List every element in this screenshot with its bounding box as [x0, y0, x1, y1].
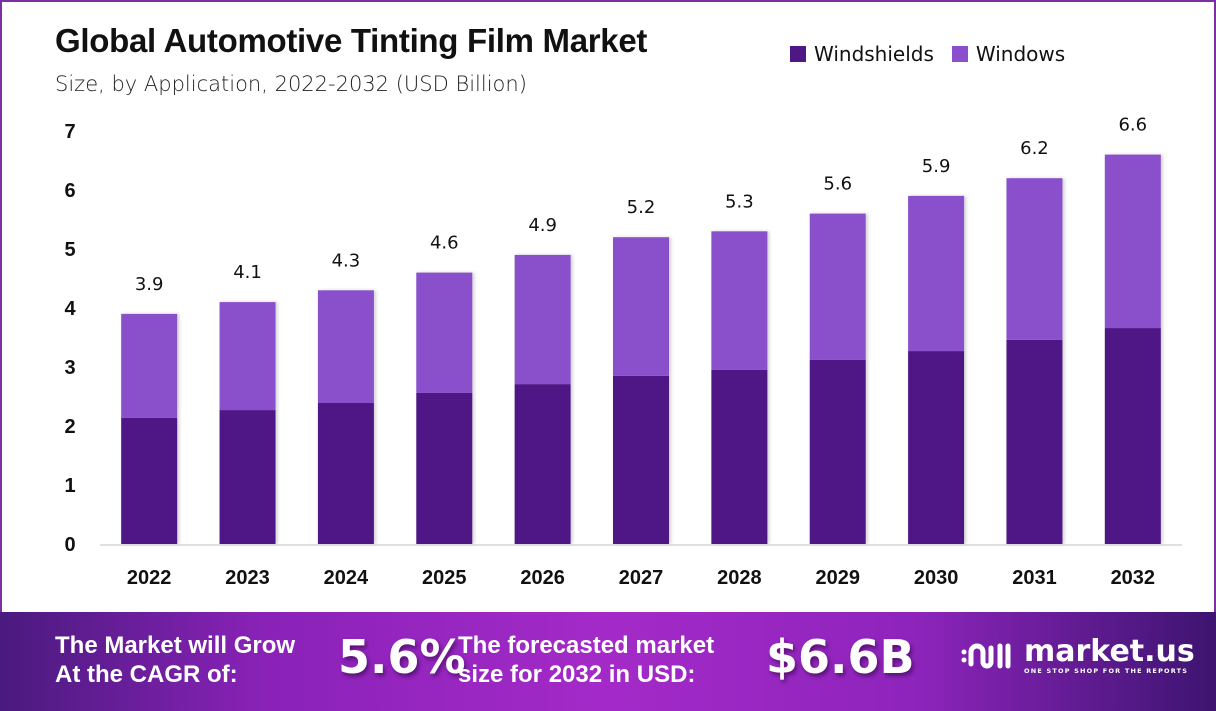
- bar-stack-2028: [711, 231, 768, 544]
- x-axis: 2022 2023 2024 2025 2026 2027 2028 2029 2030 2031…: [127, 567, 1155, 589]
- bar-windshields-2024: [317, 402, 374, 544]
- bar-stack-2025: [416, 272, 473, 544]
- bar-windows-2027: [613, 237, 669, 376]
- bar-stack-2030: [908, 195, 965, 544]
- y-tick-label: 0: [64, 534, 75, 556]
- bar-windshields-2026: [514, 384, 571, 544]
- x-tick-label-2030: 2030: [914, 567, 959, 589]
- y-tick-label: 7: [64, 121, 75, 143]
- bar-windshields-2029: [809, 359, 866, 544]
- bar-windows-2025: [416, 272, 473, 393]
- chart-title: Global Automotive Tinting Film Market: [55, 22, 648, 59]
- x-tick-label-2024: 2024: [324, 567, 369, 589]
- total-label-2022: 3.9: [135, 274, 164, 295]
- bar-stack-2026: [514, 254, 571, 544]
- footer-banner: The Market will Grow At the CAGR of: 5.6…: [0, 612, 1216, 711]
- total-label-2030: 5.9: [922, 156, 951, 177]
- bar-windshields-2022: [121, 417, 178, 544]
- total-label-2028: 5.3: [725, 191, 754, 212]
- brand-name: market.us: [1024, 634, 1195, 669]
- brand-tagline: ONE STOP SHOP FOR THE REPORTS: [1024, 667, 1189, 675]
- total-label-2029: 5.6: [823, 174, 852, 195]
- bar-windows-2026: [514, 254, 571, 385]
- x-tick-label-2023: 2023: [225, 567, 270, 589]
- legend-label-windows: Windows: [975, 42, 1066, 66]
- x-tick-label-2028: 2028: [717, 567, 762, 589]
- bar-stack-2024: [317, 290, 374, 544]
- bar-windshields-2023: [219, 410, 276, 544]
- cagr-label-line1: The Market will Grow: [55, 632, 296, 659]
- y-tick-label: 6: [64, 180, 75, 202]
- y-tick-label: 3: [64, 357, 75, 379]
- bar-windshields-2031: [1006, 339, 1063, 544]
- y-axis: 0 1 2 3 4 5 6 7: [64, 121, 76, 556]
- y-tick-label: 5: [64, 239, 75, 261]
- bar-windows-2029: [809, 213, 866, 360]
- bars: [121, 154, 1161, 544]
- bar-windows-2032: [1104, 154, 1161, 329]
- forecast-label-line1: The forecasted market: [458, 632, 715, 659]
- cagr-label-line2: At the CAGR of:: [55, 661, 238, 688]
- total-label-2025: 4.6: [430, 233, 459, 254]
- y-tick-label: 1: [64, 475, 75, 497]
- bar-windshields-2032: [1104, 328, 1161, 544]
- bar-windshields-2028: [711, 369, 768, 544]
- bar-stack-2027: [613, 237, 669, 544]
- forecast-label: The forecasted market size for 2032 in U…: [458, 631, 714, 689]
- bar-windows-2028: [711, 231, 768, 370]
- legend-swatch-windows: [951, 46, 968, 62]
- cagr-label: The Market will Grow At the CAGR of:: [55, 631, 295, 689]
- bar-windshields-2027: [613, 375, 669, 544]
- cagr-value: 5.6%: [338, 630, 466, 684]
- x-tick-label-2022: 2022: [127, 567, 172, 589]
- total-label-2023: 4.1: [233, 262, 262, 283]
- total-label-2032: 6.6: [1118, 115, 1147, 136]
- legend-item-windshields: Windshields: [790, 42, 934, 66]
- y-tick-label: 4: [64, 298, 76, 320]
- x-tick-label-2029: 2029: [815, 567, 860, 589]
- brand-logo: market.us ONE STOP SHOP FOR THE REPORTS: [960, 636, 1195, 676]
- bar-windshields-2025: [416, 392, 473, 544]
- bar-windshields-2030: [908, 351, 965, 544]
- market-us-logo-icon: [961, 643, 1011, 669]
- y-tick-label: 2: [64, 416, 75, 438]
- x-tick-label-2027: 2027: [619, 567, 664, 589]
- bar-stack-2032: [1104, 154, 1161, 544]
- total-label-2027: 5.2: [627, 197, 656, 218]
- data-labels: 3.9 4.1 4.3 4.6 4.9 5.2 5.3 5.6 5.9 6.2 6.6: [135, 115, 1147, 295]
- bar-windows-2031: [1006, 178, 1063, 340]
- bar-windows-2023: [219, 302, 276, 411]
- x-tick-label-2026: 2026: [520, 567, 565, 589]
- bar-windows-2030: [908, 195, 965, 352]
- x-tick-label-2032: 2032: [1111, 567, 1156, 589]
- forecast-value: $6.6B: [766, 630, 915, 684]
- chart-subtitle: Size, by Application, 2022-2032 (USD Bil…: [55, 72, 527, 96]
- bar-stack-2022: [121, 313, 178, 544]
- bar-windows-2022: [121, 313, 178, 418]
- legend-label-windshields: Windshields: [814, 42, 934, 66]
- legend-item-windows: Windows: [951, 42, 1066, 66]
- x-tick-label-2031: 2031: [1012, 567, 1057, 589]
- bar-stack-2023: [219, 302, 276, 544]
- forecast-label-line2: size for 2032 in USD:: [458, 661, 696, 688]
- total-label-2026: 4.9: [528, 215, 557, 236]
- x-tick-label-2025: 2025: [422, 567, 467, 589]
- legend: Windshields Windows: [790, 42, 1065, 66]
- legend-swatch-windshields: [790, 46, 806, 62]
- bar-windows-2024: [317, 290, 374, 403]
- bar-stack-2029: [809, 213, 866, 544]
- total-label-2024: 4.3: [332, 250, 361, 271]
- bar-stack-2031: [1006, 178, 1063, 544]
- total-label-2031: 6.2: [1020, 138, 1049, 159]
